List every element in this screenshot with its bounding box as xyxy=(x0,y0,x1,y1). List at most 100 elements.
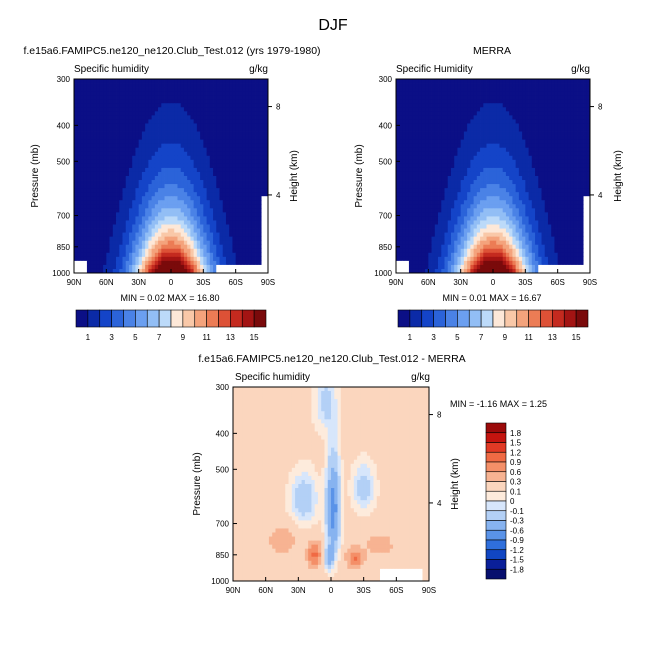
heatmap-cell xyxy=(402,163,407,169)
heatmap-cell xyxy=(219,196,224,201)
heatmap-cell xyxy=(242,188,246,193)
heatmap-cell xyxy=(560,91,565,96)
heatmap-cell xyxy=(164,196,169,201)
heatmap-cell xyxy=(425,123,429,128)
heatmap-cell xyxy=(396,163,400,169)
heatmap-cell xyxy=(496,131,500,136)
heatmap-cell xyxy=(116,111,120,116)
heatmap-cell xyxy=(457,131,462,136)
heatmap-cell xyxy=(119,204,123,209)
heatmap-cell xyxy=(232,176,237,181)
heatmap-cell xyxy=(203,220,207,225)
heatmap-cell xyxy=(171,135,175,141)
heatmap-cell xyxy=(190,115,195,120)
heatmap-cell xyxy=(547,131,552,136)
heatmap-cell xyxy=(135,192,140,197)
heatmap-cell xyxy=(586,107,591,112)
heatmap-cell xyxy=(141,244,146,250)
heatmap-cell xyxy=(103,107,107,112)
heatmap-cell xyxy=(213,256,217,262)
heatmap-cell xyxy=(74,212,78,217)
heatmap-cell xyxy=(483,135,487,141)
heatmap-cell xyxy=(96,139,101,145)
heatmap-cell xyxy=(577,208,581,213)
heatmap-cell xyxy=(190,204,195,209)
heatmap-cell xyxy=(258,176,262,181)
heatmap-cell xyxy=(450,188,455,193)
heatmap-cell xyxy=(402,79,407,84)
heatmap-cell xyxy=(83,115,88,120)
heatmap-cell xyxy=(86,208,91,213)
heatmap-cell xyxy=(438,184,442,189)
heatmap-cell xyxy=(171,256,175,262)
heatmap-cell xyxy=(219,79,224,84)
heatmap-cell xyxy=(538,180,542,185)
heatmap-cell xyxy=(203,99,207,104)
heatmap-cell xyxy=(77,236,81,242)
heatmap-cell xyxy=(547,147,552,153)
heatmap-cell xyxy=(418,131,423,136)
heatmap-cell xyxy=(438,87,442,92)
heatmap-cell xyxy=(158,123,162,128)
heatmap-cell xyxy=(203,248,207,254)
heatmap-cell xyxy=(138,212,143,217)
heatmap-cell xyxy=(200,155,204,161)
heatmap-cell xyxy=(154,79,159,84)
heatmap-cell xyxy=(538,167,542,173)
heatmap-cell xyxy=(408,103,413,108)
heatmap-cell xyxy=(547,212,552,217)
heatmap-cell xyxy=(245,176,249,181)
heatmap-cell xyxy=(544,192,549,197)
heatmap-cell xyxy=(167,135,172,141)
heatmap-cell xyxy=(245,256,249,262)
heatmap-cell xyxy=(396,184,400,189)
heatmap-cell xyxy=(109,260,114,266)
heatmap-cell xyxy=(444,147,449,153)
heatmap-cell xyxy=(213,216,217,221)
heatmap-cell xyxy=(463,204,468,209)
heatmap-cell xyxy=(177,123,182,128)
heatmap-cell xyxy=(135,135,140,141)
heatmap-cell xyxy=(580,79,584,84)
heatmap-cell xyxy=(141,176,146,181)
heatmap-cell xyxy=(531,123,536,128)
heatmap-cell xyxy=(580,176,584,181)
heatmap-cell xyxy=(399,188,403,193)
heatmap-cell xyxy=(441,167,445,173)
heatmap-cell xyxy=(444,208,449,213)
heatmap-cell xyxy=(193,131,198,136)
heatmap-cell xyxy=(183,115,188,120)
heatmap-cell xyxy=(467,131,471,136)
heatmap-cell xyxy=(483,188,487,193)
heatmap-cell xyxy=(145,127,149,132)
heatmap-cell xyxy=(486,188,491,193)
heatmap-cell xyxy=(408,216,413,221)
heatmap-cell xyxy=(122,79,127,84)
heatmap-cell xyxy=(573,159,578,165)
heatmap-cell xyxy=(258,135,262,141)
heatmap-cell xyxy=(154,111,159,116)
heatmap-cell xyxy=(174,123,178,128)
heatmap-cell xyxy=(528,131,533,136)
heatmap-cell xyxy=(145,200,149,205)
heatmap-cell xyxy=(171,171,175,177)
heatmap-cell xyxy=(74,208,78,213)
heatmap-cell xyxy=(577,139,581,145)
heatmap-cell xyxy=(141,151,146,157)
heatmap-cell xyxy=(229,99,233,104)
heatmap-cell xyxy=(450,196,455,201)
heatmap-cell xyxy=(245,83,249,88)
heatmap-cell xyxy=(132,107,136,112)
heatmap-cell xyxy=(116,216,120,221)
heatmap-cell xyxy=(93,131,98,136)
heatmap-cell xyxy=(180,188,185,193)
heatmap-cell xyxy=(132,83,136,88)
heatmap-cell xyxy=(583,83,588,88)
heatmap-cell xyxy=(177,95,182,100)
heatmap-cell xyxy=(235,212,240,217)
heatmap-cell xyxy=(183,252,188,258)
heatmap-cell xyxy=(90,264,94,270)
heatmap-cell xyxy=(428,192,432,197)
heatmap-cell xyxy=(248,240,253,246)
heatmap-cell xyxy=(434,131,439,136)
